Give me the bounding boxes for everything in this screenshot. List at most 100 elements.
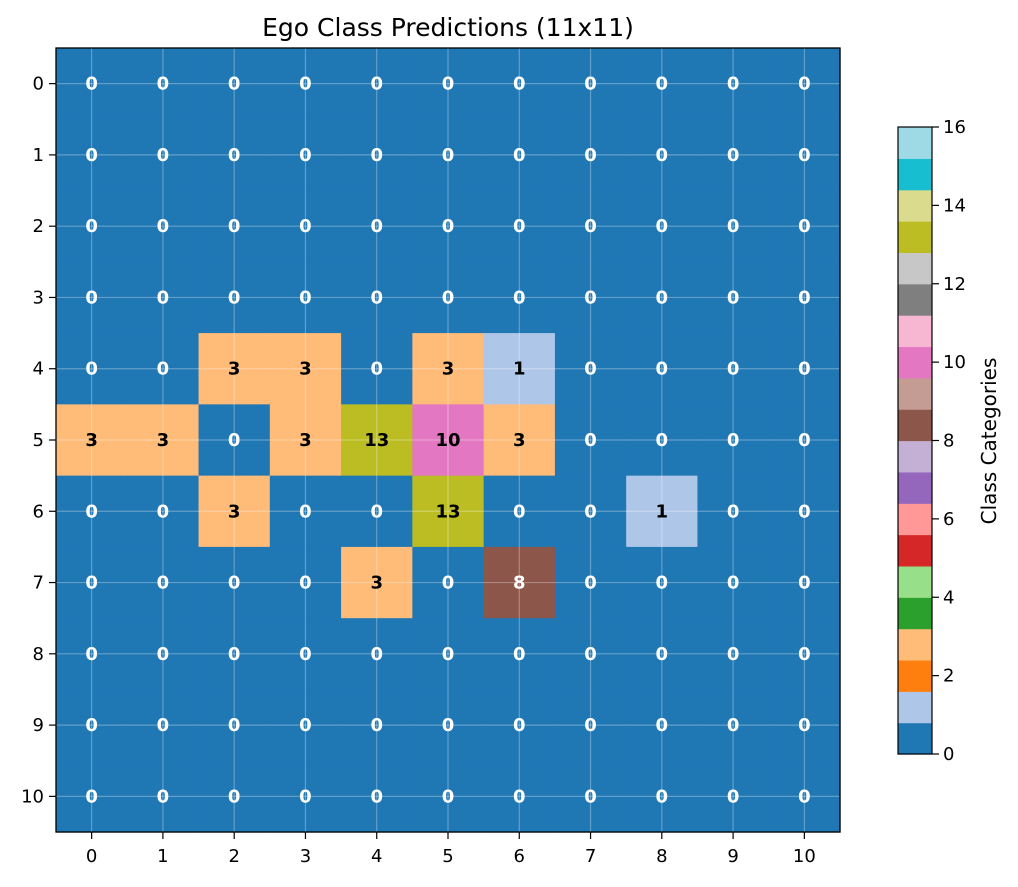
heatmap-cell [56,618,128,691]
heatmap-cell [198,689,271,762]
heatmap-cell [412,261,485,334]
x-tick-label: 6 [514,846,525,867]
y-tick-label: 6 [33,501,44,522]
colorbar-segment [898,440,932,473]
cell-value-label: 0 [442,74,455,95]
heatmap-cell [626,190,699,263]
heatmap-cell [127,760,200,833]
cell-labels: 0 0 0 0 0 0 0 0 0 0 0 0 0 0 0 0 0 0 0 0 0 0 0 0 0 0 0 0 0 0 0 0 0 0 0 0 0 0 0 0… [85,74,810,808]
heatmap-cell [341,119,413,192]
cell-value-label: 0 [299,74,312,95]
heatmap-cell [269,546,342,619]
heatmap-cell [626,48,699,120]
cell-value-label: 0 [157,216,170,237]
heatmap-cell [697,689,770,762]
heatmap-cell [127,689,200,762]
heatmap-cell [56,689,128,762]
cell-value-label: 0 [584,74,597,95]
colorbar-segment [898,189,932,222]
heatmap-cell [697,48,770,120]
heatmap-cell [198,190,271,263]
cell-value-label: 0 [370,715,383,736]
heatmap-cell [198,475,271,548]
cell-value-label: 0 [513,644,526,665]
heatmap-cell [56,546,128,619]
x-axis-ticks: 0 1 2 3 4 5 6 7 8 9 10 [86,832,816,867]
heatmap-cell [697,475,770,548]
cell-value-label: 0 [85,216,98,237]
x-tick-label: 5 [442,846,453,867]
y-tick-label: 0 [33,74,44,95]
heatmap-cell [483,689,556,762]
heatmap-cell [554,261,627,334]
cell-value-label: 0 [656,715,669,736]
heatmap-cell [483,190,556,263]
heatmap-cell [768,689,841,762]
heatmap-cell [768,546,841,619]
heatmap-cell [269,119,342,192]
cell-value-label: 0 [584,145,597,166]
cell-value-label: 0 [228,573,241,594]
cell-value-label: 0 [727,430,740,451]
cell-value-label: 0 [798,644,811,665]
y-tick-label: 7 [33,573,44,594]
cell-value-label: 0 [584,287,597,308]
cell-value-label: 0 [727,786,740,807]
cell-value-label: 0 [727,573,740,594]
cell-value-label: 0 [157,573,170,594]
heatmap-cell [412,546,485,619]
cell-value-label: 0 [228,216,241,237]
heatmap-cell [626,546,699,619]
heatmap-cell [412,404,485,477]
heatmap-cell [198,546,271,619]
cell-value-label: 0 [584,715,597,736]
cell-value-label: 1 [513,359,526,380]
heatmap-cell [554,333,627,405]
colorbar-segment [898,659,932,692]
cell-value-label: 0 [656,287,669,308]
heatmap-cell [483,760,556,833]
heatmap-cell [483,333,556,405]
cell-value-label: 3 [299,430,312,451]
heatmap-cell [341,546,413,619]
colorbar-segment [898,628,932,661]
cell-value-label: 0 [157,74,170,95]
heatmap-cell [198,261,271,334]
cell-value-label: 0 [299,715,312,736]
y-tick-label: 4 [33,359,44,380]
heatmap-cell [56,190,128,263]
cell-value-label: 0 [584,501,597,522]
cell-value-label: 0 [228,287,241,308]
cell-value-label: 13 [364,430,389,451]
heatmap-cell [127,618,200,691]
heatmap-cell [56,404,128,477]
cell-value-label: 0 [798,74,811,95]
cell-value-label: 0 [85,715,98,736]
heatmap-cell [697,618,770,691]
x-tick-label: 10 [793,846,816,867]
heatmap-cell [198,333,271,405]
cell-value-label: 0 [299,216,312,237]
cell-value-label: 0 [513,786,526,807]
heatmap-cell [341,333,413,405]
heatmap-cell [554,48,627,120]
cell-value-label: 0 [370,501,383,522]
heatmap-cell [341,261,413,334]
chart-title: Ego Class Predictions (11x11) [262,13,634,42]
heatmap-cell [697,261,770,334]
cell-value-label: 0 [299,145,312,166]
heatmap-cell [269,333,342,405]
heatmap-cell [554,404,627,477]
heatmap-cell [554,618,627,691]
cell-value-label: 0 [370,786,383,807]
cell-value-label: 0 [85,74,98,95]
cell-value-label: 0 [513,501,526,522]
cell-value-label: 3 [299,359,312,380]
heatmap-cell [768,261,841,334]
heatmap-cell [269,618,342,691]
heatmap-cell [697,119,770,192]
x-tick-label: 2 [228,846,239,867]
heatmap-cell [697,404,770,477]
y-tick-label: 9 [33,715,44,736]
